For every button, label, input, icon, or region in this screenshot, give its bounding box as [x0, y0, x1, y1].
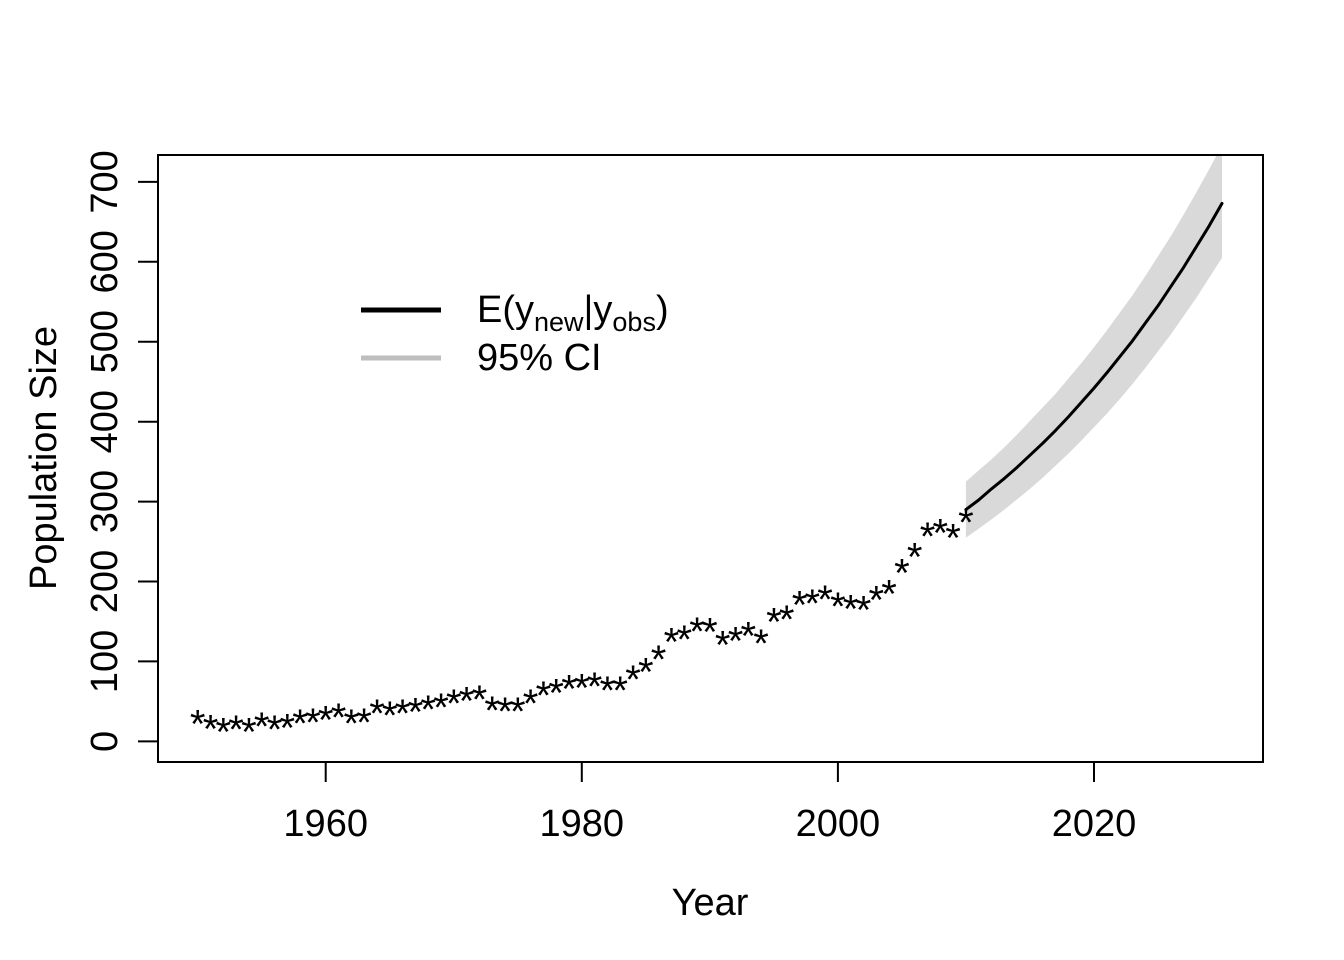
y-tick-label: 600: [84, 230, 126, 293]
data-point: *: [600, 669, 616, 713]
data-point: *: [894, 552, 910, 596]
x-tick-label: 2020: [1052, 803, 1137, 845]
data-point: *: [715, 624, 731, 668]
y-axis: 0 100 200 300 400 500 600 700: [84, 150, 158, 752]
legend-label: E(ynew|yobs): [477, 289, 669, 337]
data-point: *: [369, 692, 385, 736]
data-point: *: [331, 696, 347, 740]
data-point: *: [843, 588, 859, 632]
legend-label: 95% CI: [477, 337, 602, 379]
data-point: *: [753, 622, 769, 666]
legend-label-part: 95% CI: [477, 337, 602, 379]
data-point: *: [382, 694, 398, 738]
data-point: *: [408, 691, 424, 735]
data-point: *: [356, 701, 372, 745]
y-tick-label: 300: [84, 470, 126, 533]
data-point: *: [612, 669, 628, 713]
data-point: *: [728, 620, 744, 664]
data-point: *: [280, 707, 296, 751]
data-point: *: [574, 667, 590, 711]
data-point: *: [433, 686, 449, 730]
legend-label-part: ): [656, 289, 669, 331]
data-point: *: [446, 682, 462, 726]
data-point: *: [766, 600, 782, 644]
data-point: *: [536, 674, 552, 718]
data-point: *: [267, 708, 283, 752]
x-axis: 1960 1980 2000 2020: [283, 762, 1136, 845]
data-point: *: [677, 618, 693, 662]
data-point: *: [702, 611, 718, 655]
data-point: *: [420, 688, 436, 732]
data-point: *: [305, 701, 321, 745]
data-point: *: [318, 699, 334, 743]
data-point: *: [920, 515, 936, 559]
legend-label-subscript: obs: [612, 307, 656, 337]
legend-label-part: |y: [584, 289, 613, 331]
data-point: *: [638, 651, 654, 695]
data-point: *: [395, 692, 411, 736]
plot-border: [157, 154, 1264, 763]
data-point: *: [689, 610, 705, 654]
data-point: *: [945, 516, 961, 560]
data-point: *: [625, 658, 641, 702]
data-point: *: [344, 702, 360, 746]
data-point: *: [523, 682, 539, 726]
data-point: *: [881, 572, 897, 616]
data-point: *: [510, 690, 526, 734]
forecast-mean-line: [964, 201, 1224, 512]
data-point: *: [216, 711, 232, 755]
y-tick-label: 500: [84, 310, 126, 373]
x-axis-title: Year: [672, 882, 749, 924]
data-point: *: [587, 665, 603, 709]
data-point: *: [869, 579, 885, 623]
legend-label-subscript: new: [534, 307, 584, 337]
forecast-line-group: [964, 201, 1224, 512]
data-point: *: [856, 588, 872, 632]
data-point: *: [497, 690, 513, 734]
data-point: *: [664, 620, 680, 664]
data-point: *: [484, 689, 500, 733]
data-point: *: [741, 615, 757, 659]
data-point: *: [472, 678, 488, 722]
data-point: *: [190, 703, 206, 747]
data-point: *: [241, 711, 257, 755]
points-group: ****************************************…: [190, 501, 974, 754]
data-point: *: [254, 705, 270, 749]
legend: E(ynew|yobs)95% CI: [361, 289, 669, 379]
ci-band: [965, 155, 1222, 538]
data-point: *: [459, 679, 475, 723]
x-tick-label: 1960: [283, 803, 368, 845]
data-point: *: [817, 578, 833, 622]
y-tick-label: 0: [84, 731, 126, 752]
data-point: *: [779, 598, 795, 642]
data-point: *: [805, 582, 821, 626]
y-tick-label: 100: [84, 630, 126, 693]
data-point: *: [228, 708, 244, 752]
x-tick-label: 1980: [540, 803, 625, 845]
x-tick-label: 2000: [796, 803, 881, 845]
data-point: *: [830, 585, 846, 629]
y-tick-label: 700: [84, 150, 126, 213]
y-tick-label: 400: [84, 390, 126, 453]
data-point: *: [958, 501, 974, 545]
legend-label-part: E(y: [477, 289, 534, 331]
data-point: *: [292, 702, 308, 746]
data-point: *: [203, 707, 219, 751]
data-point: *: [933, 512, 949, 556]
y-tick-label: 200: [84, 550, 126, 613]
data-point: *: [792, 584, 808, 628]
ci-band-group: [965, 155, 1222, 538]
data-point: *: [548, 671, 564, 715]
data-point: *: [561, 667, 577, 711]
data-point: *: [907, 536, 923, 580]
data-point: *: [651, 638, 667, 682]
y-axis-title: Population Size: [23, 326, 65, 590]
